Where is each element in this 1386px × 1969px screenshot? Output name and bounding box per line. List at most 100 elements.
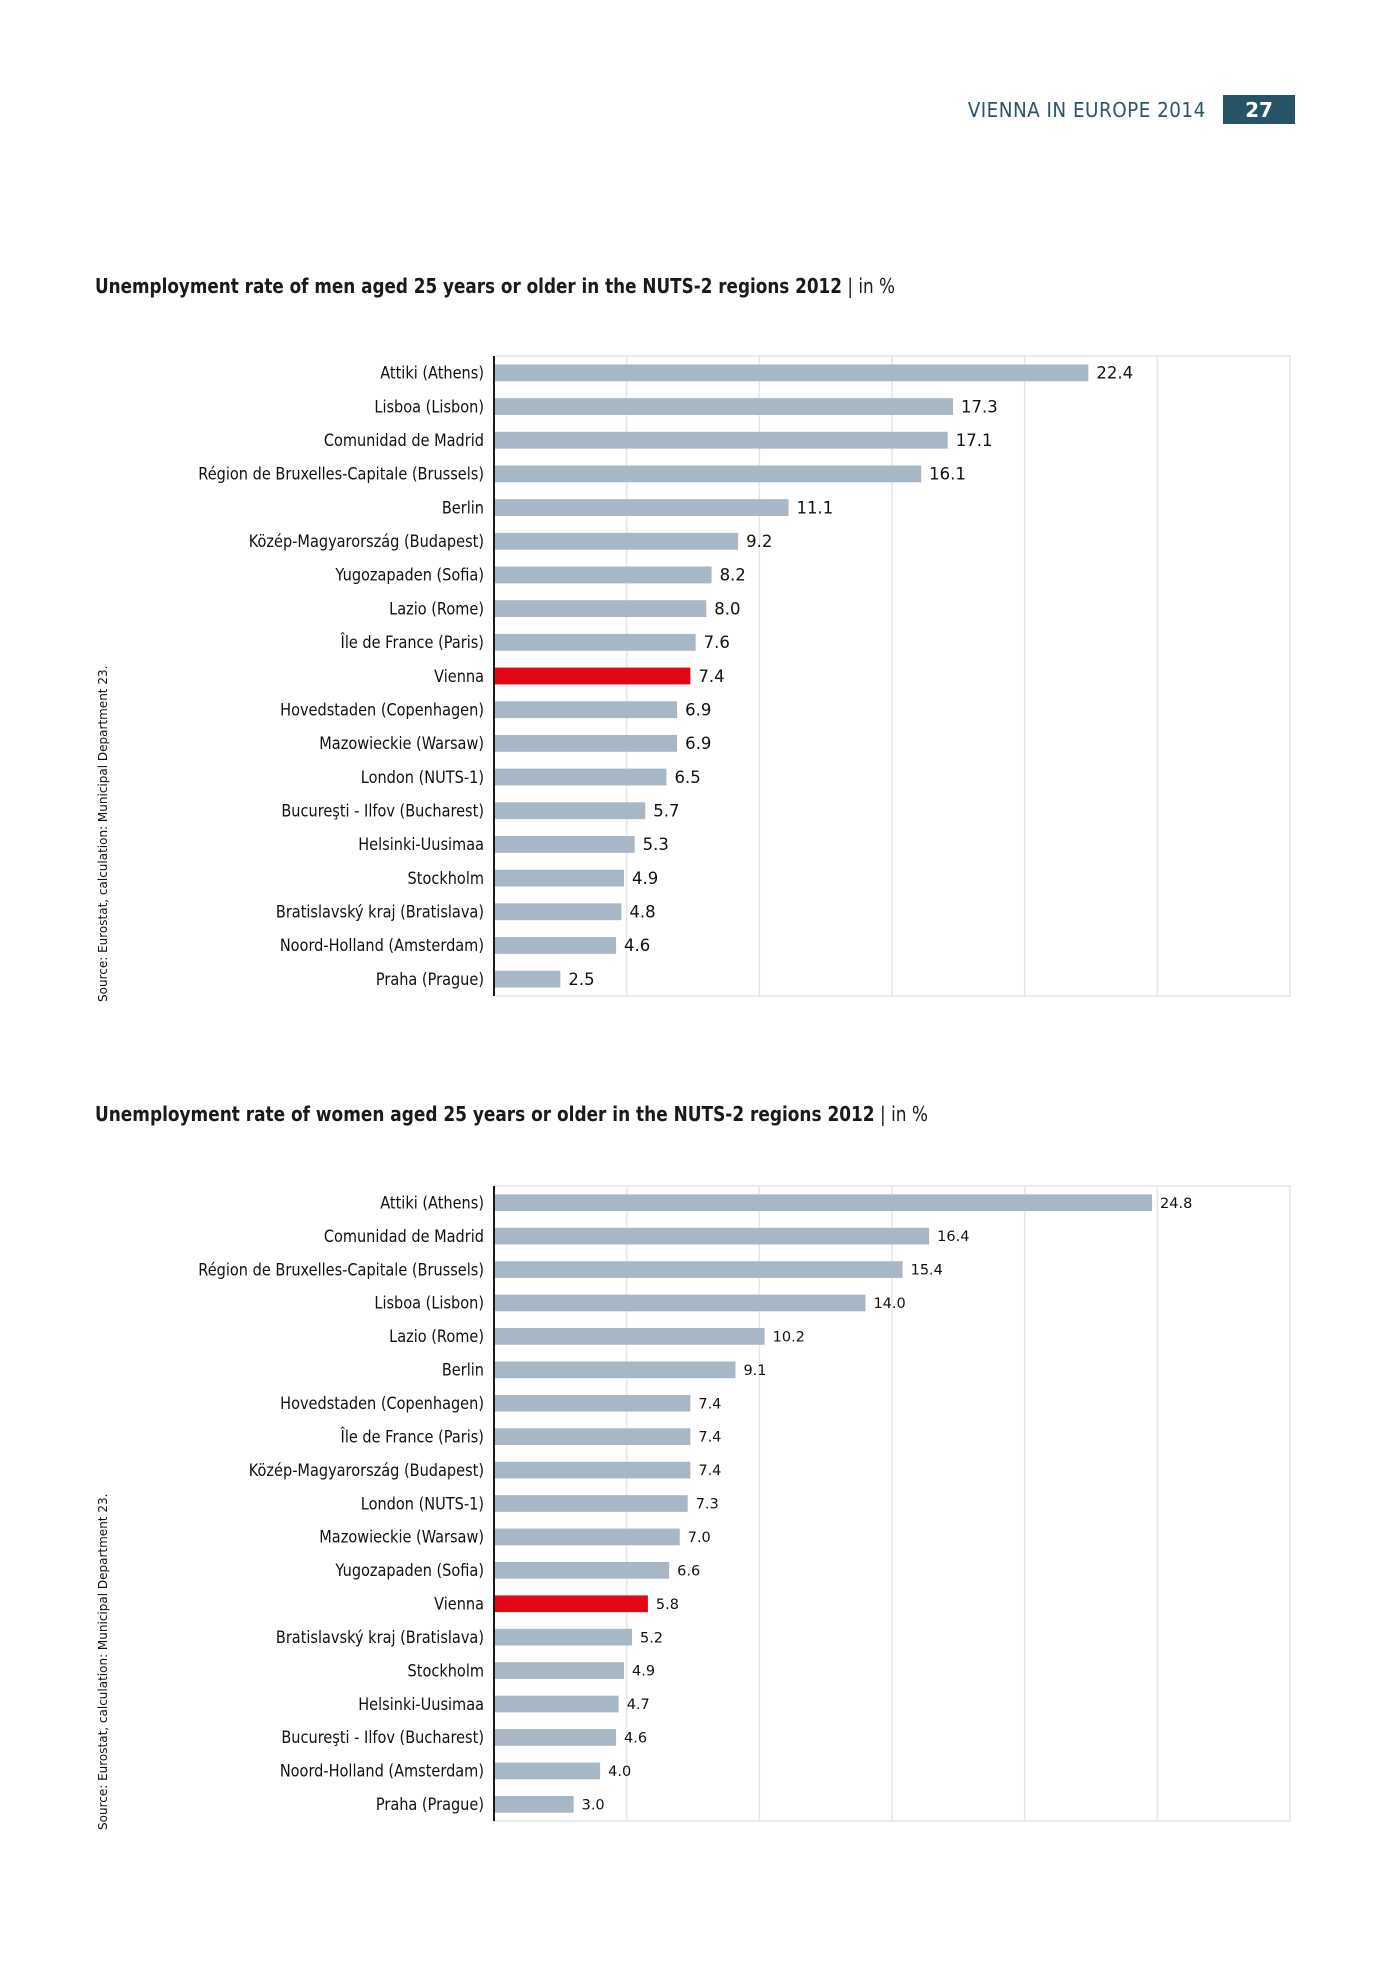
- category-label: Comunidad de Madrid: [324, 1227, 484, 1246]
- bar: [494, 734, 678, 752]
- value-label: 4.7: [627, 1697, 650, 1713]
- bar: [494, 398, 954, 415]
- value-label: 4.9: [632, 869, 658, 888]
- bar: [494, 1561, 670, 1579]
- bar: [494, 701, 678, 719]
- category-label: Közép-Magyarország (Budapest): [249, 532, 484, 551]
- category-label: Lisboa (Lisbon): [374, 397, 484, 416]
- bar: [494, 566, 712, 584]
- bar: [494, 802, 646, 820]
- category-label: Attiki (Athens): [380, 364, 484, 383]
- value-label: 10.2: [773, 1329, 805, 1345]
- category-label: Közép-Magyarország (Budapest): [249, 1461, 484, 1480]
- category-label: Hovedstaden (Copenhagen): [280, 700, 484, 719]
- value-label: 7.3: [696, 1497, 719, 1513]
- chart-title-unit: in %: [891, 1102, 928, 1126]
- bar: [494, 1662, 625, 1679]
- category-label: Berlin: [442, 1361, 484, 1380]
- bar: [494, 903, 622, 921]
- value-label: 8.0: [714, 599, 740, 618]
- value-label: 4.8: [629, 903, 655, 922]
- bar: [494, 1227, 930, 1245]
- category-label: Yugozapaden (Sofia): [335, 566, 484, 585]
- category-label: Noord-Holland (Amsterdam): [280, 936, 484, 955]
- value-label: 22.4: [1096, 364, 1133, 383]
- value-label: 5.2: [640, 1630, 663, 1646]
- category-label: Helsinki-Uusimaa: [358, 1695, 484, 1714]
- value-label: 5.8: [656, 1597, 679, 1613]
- value-label: 2.5: [568, 970, 594, 989]
- category-label: Région de Bruxelles-Capitale (Brussels): [198, 1260, 484, 1279]
- bar: [494, 1394, 691, 1412]
- bar: [494, 1729, 617, 1746]
- value-label: 17.1: [956, 431, 993, 450]
- category-label: Bratislavský kraj (Bratislava): [276, 903, 484, 922]
- category-label: Berlin: [442, 498, 484, 517]
- bar: [494, 600, 707, 618]
- bar: [494, 465, 922, 483]
- chart-title-unit: in %: [858, 274, 895, 298]
- bar: [494, 1461, 691, 1479]
- bar: [494, 1261, 903, 1278]
- category-label: Île de France (Paris): [340, 633, 484, 652]
- bar: [494, 1528, 680, 1546]
- value-label: 7.4: [698, 1430, 721, 1446]
- value-label: 5.7: [653, 802, 679, 821]
- category-label: Vienna: [434, 667, 484, 686]
- category-label: Lazio (Rome): [389, 599, 484, 618]
- chart-title-text: Unemployment rate of men aged 25 years o…: [95, 274, 842, 298]
- chart-title-text: Unemployment rate of women aged 25 years…: [95, 1102, 875, 1126]
- bar: [494, 1428, 691, 1446]
- category-label: Bucureşti - Ilfov (Bucharest): [281, 802, 484, 821]
- category-label: Attiki (Athens): [380, 1193, 484, 1212]
- bar: [494, 1294, 866, 1312]
- category-label: Noord-Holland (Amsterdam): [280, 1762, 484, 1781]
- value-label: 4.9: [632, 1664, 655, 1680]
- category-label: Mazowieckie (Warsaw): [319, 1528, 484, 1547]
- value-label: 6.5: [674, 768, 700, 787]
- bar: [494, 937, 617, 954]
- category-label: Mazowieckie (Warsaw): [319, 734, 484, 753]
- value-label: 4.6: [624, 936, 650, 955]
- value-label: 8.2: [720, 566, 746, 585]
- title-separator: |: [847, 274, 859, 298]
- category-label: Vienna: [434, 1595, 484, 1614]
- value-label: 11.1: [797, 498, 834, 517]
- value-label: 16.4: [937, 1229, 969, 1245]
- value-label: 7.4: [698, 1463, 721, 1479]
- category-label: Comunidad de Madrid: [324, 431, 484, 450]
- value-label: 7.4: [698, 667, 724, 686]
- bar-chart-women: Attiki (Athens) 24.8 Comunidad de Madrid 16…: [198, 1185, 1291, 1822]
- value-label: 15.4: [911, 1263, 943, 1279]
- category-label: Lazio (Rome): [389, 1327, 484, 1346]
- bar-chart-men: Attiki (Athens) 22.4 Lisboa (Lisbon) 17.3 Co…: [198, 355, 1291, 997]
- page-number: 27: [1223, 95, 1295, 124]
- value-label: 6.6: [677, 1563, 700, 1579]
- bar: [494, 836, 635, 853]
- bar: [494, 768, 667, 786]
- bar: [494, 1495, 688, 1512]
- value-label: 7.4: [698, 1396, 721, 1412]
- bar: [494, 364, 1089, 382]
- value-label: 9.1: [743, 1363, 766, 1379]
- category-label: Bratislavský kraj (Bratislava): [276, 1628, 484, 1647]
- value-label: 6.9: [685, 734, 711, 753]
- title-separator: |: [879, 1102, 892, 1126]
- value-label: 7.6: [704, 633, 730, 652]
- chart-title-men: Unemployment rate of men aged 25 years o…: [95, 274, 895, 298]
- category-label: Île de France (Paris): [340, 1427, 484, 1446]
- value-label: 16.1: [929, 465, 966, 484]
- category-label: Stockholm: [408, 869, 484, 888]
- bar: [494, 869, 625, 887]
- category-label: London (NUTS-1): [361, 1494, 484, 1513]
- bar-highlight: [494, 667, 691, 685]
- bar: [494, 1194, 1153, 1212]
- running-title: VIENNA IN EUROPE 2014: [967, 97, 1206, 122]
- value-label: 24.8: [1160, 1196, 1192, 1212]
- value-label: 4.6: [624, 1731, 647, 1747]
- value-label: 9.2: [746, 532, 772, 551]
- category-label: Stockholm: [408, 1661, 484, 1680]
- value-label: 17.3: [961, 397, 998, 416]
- value-label: 7.0: [688, 1530, 711, 1546]
- category-label: Praha (Prague): [376, 1795, 484, 1814]
